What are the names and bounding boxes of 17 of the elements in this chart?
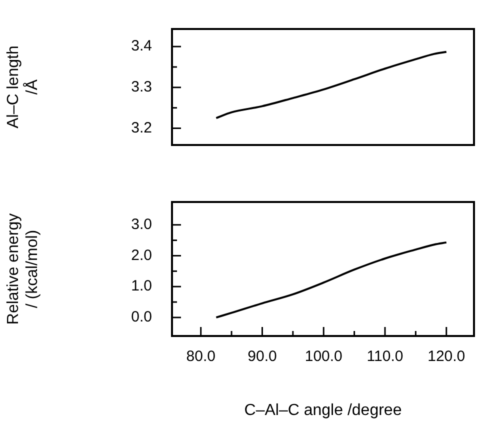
y-tick-label: 3.2 <box>131 119 152 136</box>
x-tick-label: 110.0 <box>366 348 404 366</box>
y-tick-label: 2.0 <box>131 246 152 264</box>
y-tick-label: 0.0 <box>131 308 152 326</box>
y-tick-label: 1.0 <box>131 278 152 295</box>
line-series <box>215 50 448 120</box>
line-series <box>215 241 448 318</box>
y-tick-label: 3.3 <box>131 78 152 96</box>
y-axis-title: Relative energy / (kcal/mol) <box>5 213 42 325</box>
y-tick-label: 3.0 <box>131 216 152 233</box>
y-tick-label: 3.4 <box>131 38 152 55</box>
x-tick-label: 90.0 <box>248 348 277 366</box>
x-tick-label: 120.0 <box>428 348 466 366</box>
x-axis-title: C–Al–C angle /degree <box>244 402 402 419</box>
x-tick-label: 80.0 <box>186 348 216 366</box>
x-tick-label: 100.0 <box>304 348 342 366</box>
y-axis-title: Al–C length /Å <box>5 46 42 128</box>
